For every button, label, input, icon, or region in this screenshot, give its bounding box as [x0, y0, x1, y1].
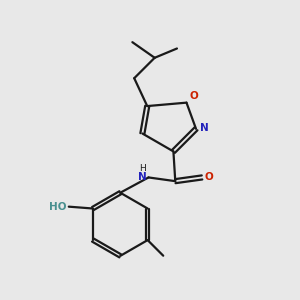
Text: N: N — [137, 172, 146, 182]
Text: HO: HO — [50, 202, 67, 212]
Text: O: O — [190, 91, 198, 101]
Text: N: N — [200, 123, 208, 133]
Text: O: O — [204, 172, 213, 182]
Text: H: H — [140, 164, 146, 173]
